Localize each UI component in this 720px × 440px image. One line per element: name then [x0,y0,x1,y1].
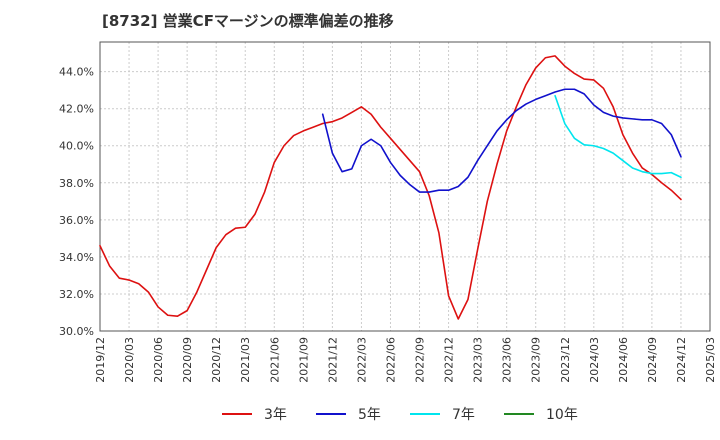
x-tick-label: 2023/12 [559,337,572,383]
x-tick-label: 2024/09 [646,337,659,383]
x-tick-label: 2020/03 [123,337,136,383]
x-tick-label: 2025/03 [704,337,717,383]
y-tick-label: 32.0% [59,288,94,301]
grid-lines [99,42,711,332]
legend-label-2: 7年 [452,407,475,423]
x-tick-label: 2024/12 [675,337,688,383]
chart-title: [8732] 営業CFマージンの標準偏差の推移 [102,12,394,30]
x-tick-label: 2020/06 [152,337,165,383]
x-tick-label: 2021/09 [297,337,310,383]
series-line-1 [321,88,682,193]
y-tick-label: 40.0% [59,140,94,153]
y-tick-label: 36.0% [59,214,94,227]
x-tick-label: 2022/06 [384,337,397,383]
x-tick-label: 2023/03 [472,337,485,383]
x-tick-label: 2023/06 [501,337,514,383]
x-tick-label: 2023/09 [530,337,543,383]
x-tick-label: 2021/03 [239,337,252,383]
x-axis-ticks: 2019/12 2020/03 2020/06 2020/09 2020/12 2021/… [94,337,717,383]
legend: 3年 5年 7年 10年 [222,407,578,423]
plot-area-frame [99,41,711,332]
y-tick-label: 38.0% [59,177,94,190]
x-tick-label: 2021/12 [326,337,339,383]
x-tick-label: 2024/06 [617,337,630,383]
y-tick-label: 44.0% [59,66,94,79]
x-tick-label: 2021/06 [268,337,281,383]
x-tick-label: 2020/12 [210,337,223,383]
x-tick-label: 2022/03 [355,337,368,383]
x-tick-label: 2022/12 [443,337,456,383]
y-tick-label: 42.0% [59,103,94,116]
legend-label-1: 5年 [358,407,381,423]
series-line-2 [554,94,682,179]
legend-label-3: 10年 [546,407,578,423]
series-line-0 [99,55,682,320]
x-tick-label: 2024/03 [588,337,601,383]
x-tick-label: 2020/09 [181,337,194,383]
y-axis-ticks: 30.0% 32.0% 34.0% 36.0% 38.0% 40.0% 42.0% 44.0% [59,66,94,338]
y-tick-label: 30.0% [59,325,94,338]
legend-label-0: 3年 [264,407,287,423]
series-lines [99,55,682,320]
x-tick-label: 2022/09 [414,337,427,383]
y-tick-label: 34.0% [59,251,94,264]
x-tick-label: 2019/12 [94,337,107,383]
